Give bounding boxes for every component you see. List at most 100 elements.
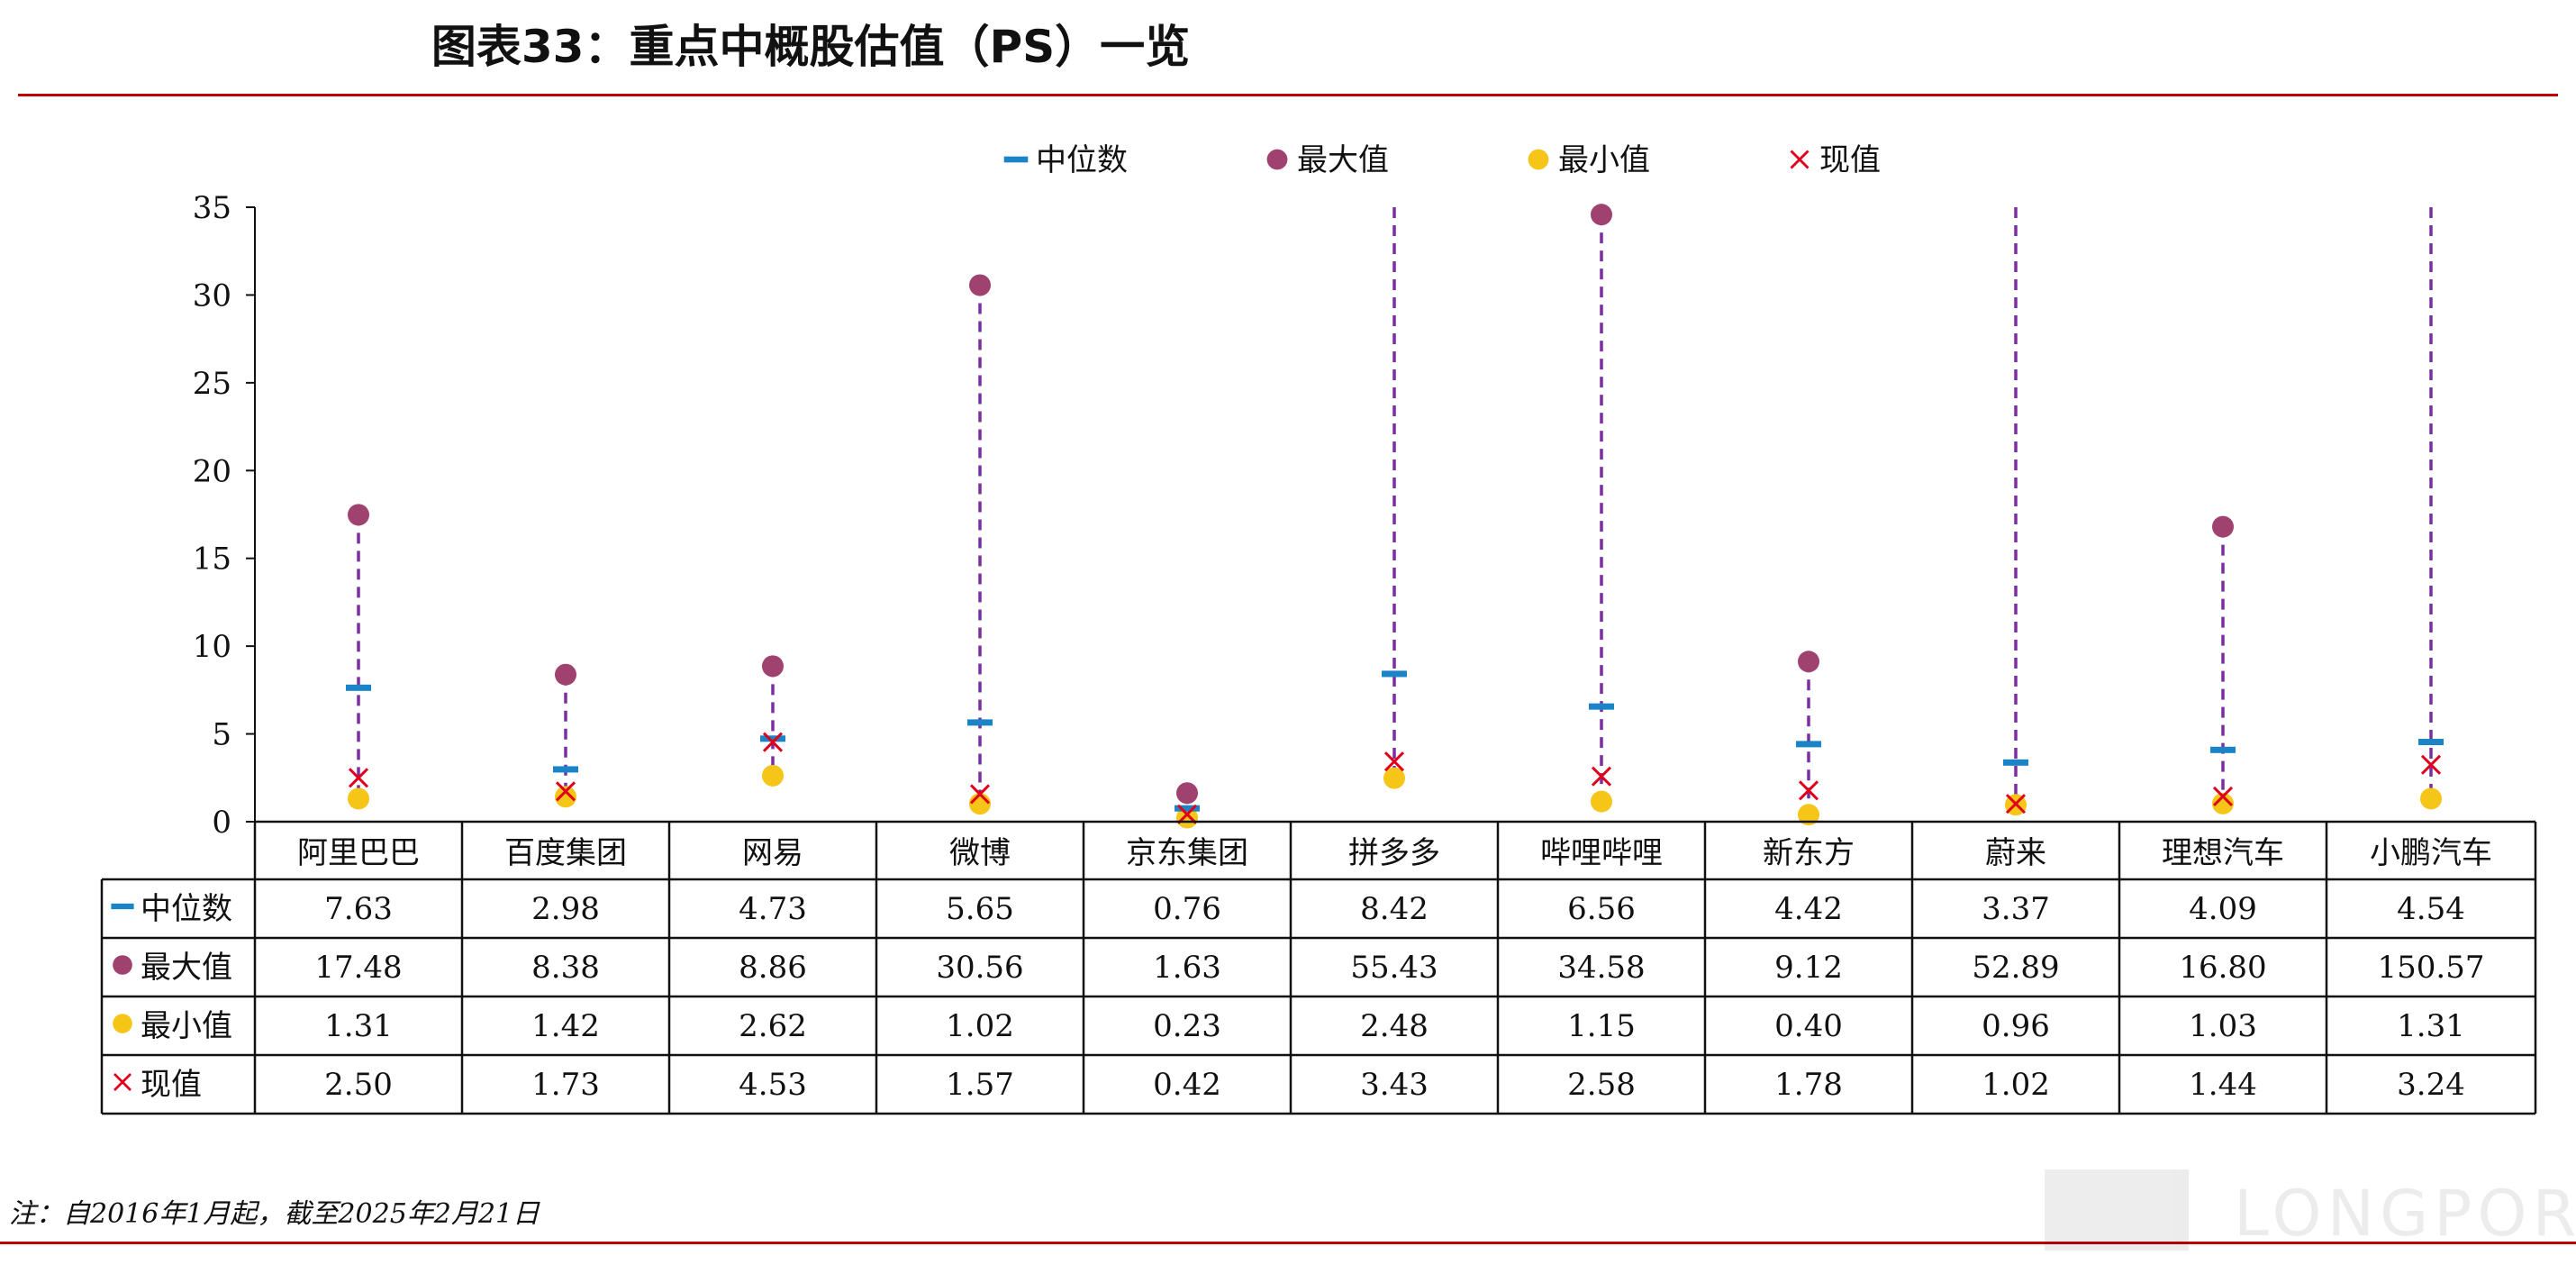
table-header-1: 阿里巴巴 bbox=[297, 835, 420, 871]
table-cell-2-1: 17.48 bbox=[314, 950, 402, 986]
table-cell-4-9: 1.02 bbox=[1982, 1067, 2050, 1103]
table-header-3: 网易 bbox=[742, 835, 803, 871]
median-mark-5 bbox=[1175, 805, 1200, 812]
legend-label-1: 中位数 bbox=[1036, 142, 1128, 178]
legend-marker-3 bbox=[1528, 149, 1549, 170]
median-mark-11 bbox=[2418, 739, 2444, 746]
max-point-8 bbox=[1798, 651, 1819, 673]
table-row-marker-2 bbox=[113, 955, 132, 975]
chart-title: 图表33：重点中概股估值（PS）一览 bbox=[431, 21, 1191, 73]
max-point-4 bbox=[969, 274, 991, 296]
min-point-8 bbox=[1798, 804, 1819, 826]
table-cell-4-2: 1.73 bbox=[531, 1067, 600, 1103]
table-cell-1-3: 4.73 bbox=[739, 891, 807, 927]
table-header-6: 拼多多 bbox=[1348, 835, 1440, 871]
legend-label-2: 最大值 bbox=[1297, 142, 1389, 178]
title-rule bbox=[18, 94, 2558, 96]
current-mark-10 bbox=[2212, 786, 2234, 807]
table-cell-1-1: 7.63 bbox=[324, 891, 393, 927]
table-cell-4-8: 1.78 bbox=[1774, 1067, 1843, 1103]
table-cell-2-6: 55.43 bbox=[1350, 950, 1438, 986]
median-mark-10 bbox=[2210, 746, 2236, 753]
min-point-2 bbox=[555, 786, 576, 808]
table-cell-3-1: 1.31 bbox=[324, 1008, 393, 1044]
legend-marker-1 bbox=[1003, 156, 1029, 163]
table-cell-2-5: 1.63 bbox=[1153, 950, 1221, 986]
median-mark-7 bbox=[1589, 703, 1614, 710]
table-cell-1-10: 4.09 bbox=[2189, 891, 2257, 927]
legend-marker-2 bbox=[1266, 149, 1288, 170]
table-cell-3-10: 1.03 bbox=[2189, 1008, 2257, 1044]
max-point-1 bbox=[348, 504, 369, 526]
current-mark-4 bbox=[969, 784, 991, 805]
max-point-5 bbox=[1176, 782, 1198, 805]
table-cell-1-8: 4.42 bbox=[1774, 891, 1843, 927]
min-point-10 bbox=[2212, 792, 2234, 814]
table-cell-2-2: 8.38 bbox=[531, 950, 600, 986]
table-cell-2-7: 34.58 bbox=[1557, 950, 1645, 986]
max-point-3 bbox=[762, 655, 784, 678]
y-tick-label-0: 0 bbox=[212, 805, 231, 841]
current-mark-11 bbox=[2420, 754, 2442, 775]
watermark-logo: LONGPORT bbox=[2045, 1169, 2576, 1251]
current-mark-2 bbox=[555, 781, 576, 802]
y-tick-label-15: 15 bbox=[193, 541, 231, 578]
table-cell-1-7: 6.56 bbox=[1567, 891, 1636, 927]
current-mark-9 bbox=[2005, 794, 2027, 814]
table-cell-1-4: 5.65 bbox=[946, 891, 1014, 927]
median-mark-6 bbox=[1382, 670, 1407, 678]
table-cell-3-2: 1.42 bbox=[531, 1008, 600, 1044]
y-axis: 0 5 10 15 20 25 30 35 bbox=[193, 190, 256, 841]
current-mark-3 bbox=[762, 732, 784, 752]
table-cell-2-3: 8.86 bbox=[739, 950, 807, 986]
ps-valuation-chart: 中位数 最大值 最小值 现值 05101520253035 阿里巴巴 百度集团 网易 微博京… bbox=[100, 142, 2537, 1115]
min-point-3 bbox=[762, 764, 784, 787]
min-point-11 bbox=[2420, 787, 2442, 810]
current-mark-5 bbox=[1176, 804, 1198, 824]
median-mark-8 bbox=[1796, 741, 1821, 748]
table-header-11: 小鹏汽车 bbox=[2370, 835, 2492, 871]
table-cell-3-6: 2.48 bbox=[1360, 1008, 1429, 1044]
table-cell-4-6: 3.43 bbox=[1360, 1067, 1429, 1103]
table-cell-4-10: 1.44 bbox=[2189, 1067, 2257, 1103]
table-row-label-1: 中位数 bbox=[141, 891, 232, 927]
median-mark-9 bbox=[2003, 759, 2028, 766]
legend: 中位数 最大值 最小值 现值 bbox=[1003, 142, 1881, 178]
table-cell-2-11: 150.57 bbox=[2378, 950, 2485, 986]
min-point-7 bbox=[1591, 790, 1612, 813]
table-cell-3-11: 1.31 bbox=[2397, 1008, 2465, 1044]
legend-label-4: 现值 bbox=[1819, 142, 1881, 178]
table-cell-2-9: 52.89 bbox=[1972, 950, 2059, 986]
table-cell-1-6: 8.42 bbox=[1360, 891, 1429, 927]
table-cell-1-11: 4.54 bbox=[2397, 891, 2465, 927]
min-point-5 bbox=[1176, 806, 1198, 829]
table-cell-3-3: 2.62 bbox=[739, 1008, 807, 1044]
table-header-7: 哔哩哔哩 bbox=[1540, 835, 1663, 871]
table-row-marker-4 bbox=[113, 1073, 132, 1091]
table-cell-2-4: 30.56 bbox=[936, 950, 1023, 986]
table-cell-3-9: 0.96 bbox=[1982, 1008, 2050, 1044]
legend-label-3: 最小值 bbox=[1558, 142, 1650, 178]
table-cell-3-7: 1.15 bbox=[1567, 1008, 1636, 1044]
y-tick-label-30: 30 bbox=[193, 278, 231, 314]
table-cell-4-4: 1.57 bbox=[946, 1067, 1014, 1103]
y-tick-label-20: 20 bbox=[193, 453, 231, 489]
y-tick-label-35: 35 bbox=[193, 190, 231, 226]
plot-area bbox=[346, 204, 2444, 829]
max-point-10 bbox=[2212, 515, 2234, 538]
table-header-9: 蔚来 bbox=[1985, 835, 2046, 871]
footnote: 注：自2016年1月起，截至2025年2月21日 bbox=[9, 1198, 540, 1230]
max-point-7 bbox=[1591, 204, 1612, 226]
legend-marker-4 bbox=[1790, 150, 1810, 169]
max-point-2 bbox=[555, 663, 576, 686]
table-cell-4-1: 2.50 bbox=[324, 1067, 393, 1103]
y-tick-label-25: 25 bbox=[193, 366, 231, 402]
median-mark-1 bbox=[346, 684, 371, 691]
median-mark-3 bbox=[760, 735, 785, 742]
y-tick-label-10: 10 bbox=[193, 629, 231, 665]
table-cell-2-8: 9.12 bbox=[1774, 950, 1843, 986]
table-cell-4-7: 2.58 bbox=[1567, 1067, 1636, 1103]
table-row-label-2: 最大值 bbox=[141, 950, 232, 986]
table-row-label-3: 最小值 bbox=[141, 1008, 232, 1044]
table-row-marker-3 bbox=[113, 1014, 132, 1033]
